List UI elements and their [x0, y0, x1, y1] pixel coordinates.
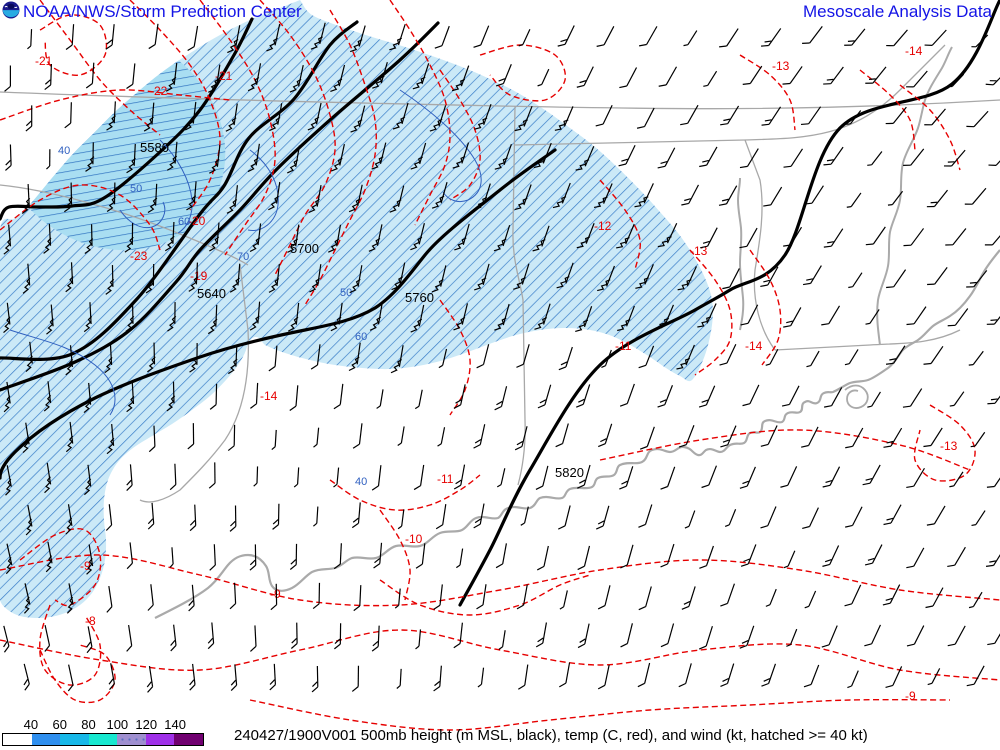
- svg-text:-21: -21: [35, 54, 53, 68]
- svg-text:-13: -13: [772, 59, 790, 73]
- svg-text:-11: -11: [437, 472, 454, 486]
- svg-text:50: 50: [340, 287, 352, 299]
- svg-text:-13: -13: [940, 439, 958, 453]
- svg-text:60: 60: [178, 216, 190, 228]
- svg-text:5820: 5820: [555, 465, 584, 480]
- svg-text:5580: 5580: [140, 140, 169, 155]
- svg-text:-9: -9: [270, 587, 281, 601]
- svg-text:-14: -14: [260, 389, 278, 403]
- svg-text:-23: -23: [130, 249, 148, 263]
- svg-text:5640: 5640: [197, 286, 226, 301]
- svg-text:40: 40: [58, 145, 70, 157]
- svg-text:-14: -14: [905, 44, 923, 58]
- svg-text:-19: -19: [190, 269, 208, 283]
- svg-text:-12: -12: [594, 219, 612, 233]
- svg-text:40: 40: [355, 476, 367, 488]
- svg-text:50: 50: [130, 183, 142, 195]
- svg-text:-22: -22: [150, 84, 168, 98]
- svg-text:70: 70: [237, 251, 249, 263]
- svg-text:5760: 5760: [405, 290, 434, 305]
- svg-text:-8: -8: [85, 614, 96, 628]
- svg-text:60: 60: [355, 331, 367, 343]
- svg-text:-13: -13: [690, 244, 708, 258]
- svg-text:-11: -11: [615, 339, 632, 353]
- svg-text:-14: -14: [745, 339, 763, 353]
- svg-text:-10: -10: [405, 532, 423, 546]
- svg-text:-9: -9: [905, 689, 916, 703]
